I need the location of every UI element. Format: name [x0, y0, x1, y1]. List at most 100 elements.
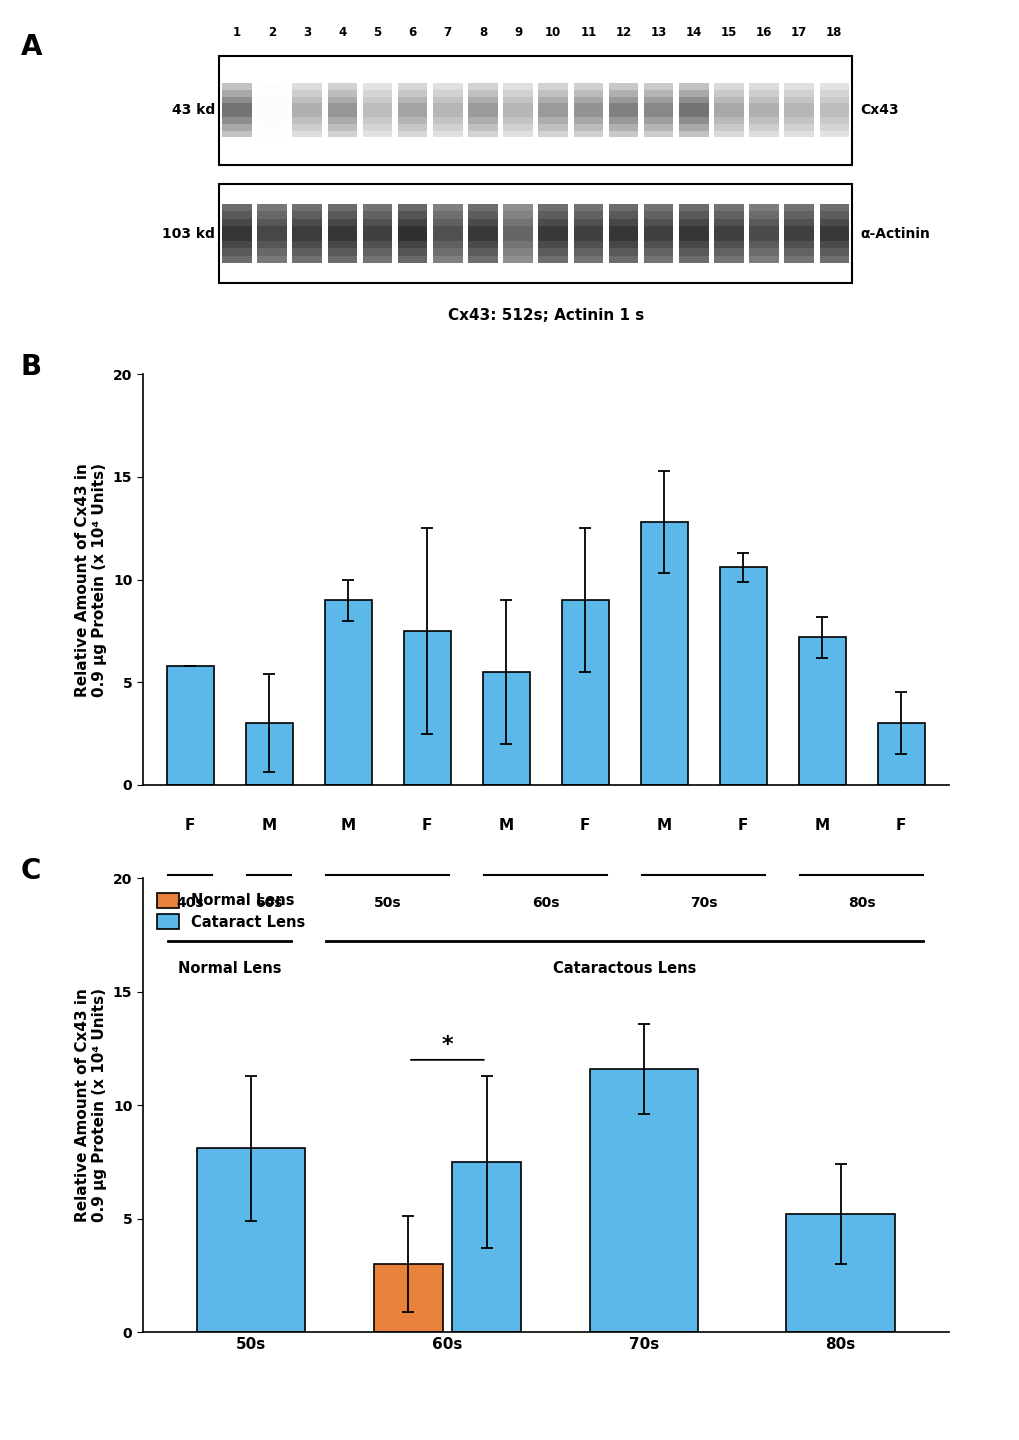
Bar	[468, 117, 497, 124]
Bar	[573, 226, 602, 233]
Bar	[713, 240, 743, 248]
Bar	[538, 96, 568, 104]
Text: 11: 11	[580, 26, 596, 39]
Bar	[468, 212, 497, 219]
Text: 18: 18	[825, 26, 842, 39]
Bar	[819, 226, 848, 233]
Bar	[363, 219, 392, 226]
Bar	[257, 226, 286, 233]
Bar	[749, 203, 779, 212]
Y-axis label: Relative Amount of Cx43 in
0.9 μg Protein (x 10⁴ Units): Relative Amount of Cx43 in 0.9 μg Protei…	[74, 988, 107, 1223]
Text: M: M	[340, 818, 356, 832]
Bar	[679, 203, 708, 212]
Bar	[451, 1162, 521, 1332]
Bar	[502, 109, 532, 117]
Bar	[573, 233, 602, 240]
Bar	[573, 219, 602, 226]
Bar	[502, 226, 532, 233]
Bar	[713, 256, 743, 264]
Text: 10: 10	[544, 26, 560, 39]
Bar	[257, 219, 286, 226]
Bar	[363, 89, 392, 96]
Bar	[786, 1214, 894, 1332]
Bar	[363, 248, 392, 256]
Text: 43 kd: 43 kd	[172, 104, 215, 117]
Bar	[292, 226, 322, 233]
Bar	[679, 240, 708, 248]
Bar	[257, 240, 286, 248]
Bar	[433, 96, 462, 104]
Bar	[327, 117, 357, 124]
Text: F: F	[580, 818, 590, 832]
Bar	[538, 89, 568, 96]
Bar	[713, 109, 743, 117]
Bar	[502, 233, 532, 240]
Bar	[679, 256, 708, 264]
Bar	[819, 96, 848, 104]
Text: 2: 2	[268, 26, 276, 39]
Bar	[502, 84, 532, 89]
Text: Normal Lens: Normal Lens	[177, 962, 281, 976]
Bar	[433, 104, 462, 109]
Bar	[713, 124, 743, 131]
Bar	[573, 117, 602, 124]
Bar	[397, 117, 427, 124]
Bar	[397, 96, 427, 104]
Bar	[433, 84, 462, 89]
Bar	[784, 89, 813, 96]
Text: 40s: 40s	[176, 896, 204, 910]
Bar	[502, 212, 532, 219]
Text: 1: 1	[232, 26, 240, 39]
Bar	[257, 104, 286, 109]
Text: 16: 16	[755, 26, 771, 39]
Text: F: F	[738, 818, 748, 832]
Bar	[819, 131, 848, 137]
Bar	[608, 233, 638, 240]
Bar	[433, 117, 462, 124]
Bar	[468, 256, 497, 264]
Bar	[397, 203, 427, 212]
Bar	[468, 203, 497, 212]
Bar	[713, 233, 743, 240]
Bar	[643, 240, 673, 248]
Bar	[538, 240, 568, 248]
Bar	[222, 109, 252, 117]
Bar	[679, 233, 708, 240]
Text: M: M	[262, 818, 276, 832]
Bar	[327, 203, 357, 212]
Bar	[538, 84, 568, 89]
Bar	[608, 240, 638, 248]
Bar	[433, 233, 462, 240]
Bar	[433, 124, 462, 131]
Bar	[222, 248, 252, 256]
Bar	[166, 665, 214, 785]
Bar	[784, 109, 813, 117]
Bar	[643, 89, 673, 96]
Bar	[713, 248, 743, 256]
Bar	[819, 117, 848, 124]
Bar	[538, 104, 568, 109]
Text: 4: 4	[338, 26, 346, 39]
Bar	[257, 117, 286, 124]
Text: 7: 7	[443, 26, 451, 39]
Bar	[222, 117, 252, 124]
Bar	[643, 233, 673, 240]
Bar	[327, 84, 357, 89]
Bar	[608, 131, 638, 137]
Text: 3: 3	[303, 26, 311, 39]
Bar	[573, 84, 602, 89]
Bar	[784, 203, 813, 212]
Bar	[292, 117, 322, 124]
Bar	[257, 233, 286, 240]
Text: 103 kd: 103 kd	[162, 226, 215, 240]
Bar	[502, 104, 532, 109]
Bar	[363, 256, 392, 264]
Bar	[608, 124, 638, 131]
Bar	[327, 233, 357, 240]
Bar	[397, 104, 427, 109]
Text: 15: 15	[720, 26, 737, 39]
Bar	[363, 226, 392, 233]
Bar	[292, 233, 322, 240]
Bar	[257, 248, 286, 256]
Bar	[784, 117, 813, 124]
